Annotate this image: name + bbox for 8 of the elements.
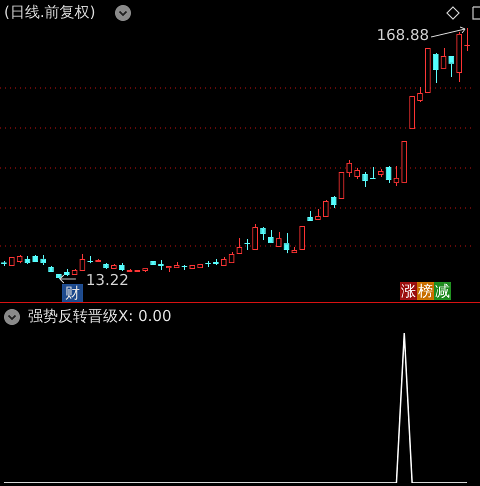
- chart-title: 强势反转晋级X: 0.00: [28, 307, 172, 326]
- text: 涨: [400, 282, 417, 300]
- chart-title: (日线.前复权): [4, 3, 96, 22]
- annotation: 13.22: [86, 270, 129, 289]
- text: 榜: [417, 282, 434, 300]
- text: 减: [434, 282, 451, 300]
- annotation: 168.88: [376, 26, 430, 44]
- text: 财: [62, 284, 83, 302]
